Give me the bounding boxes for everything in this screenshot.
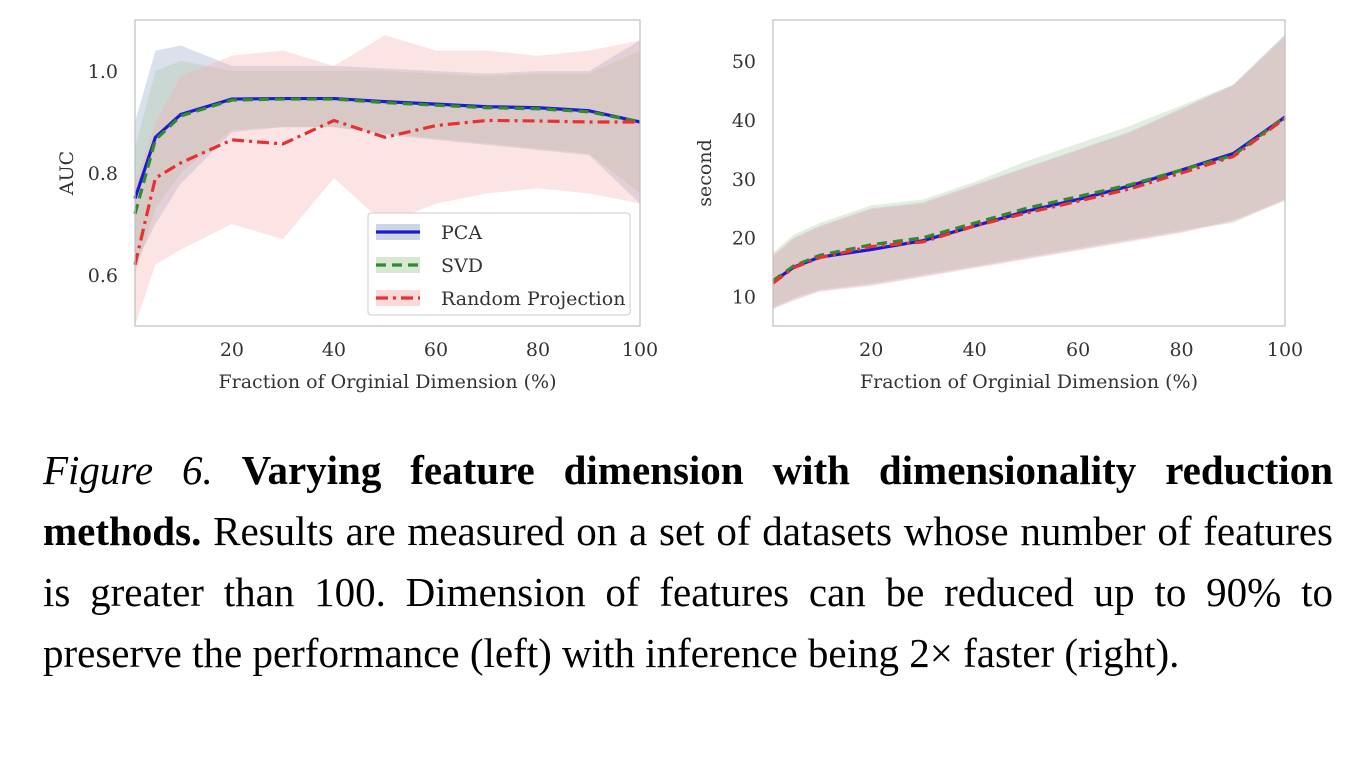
auc-chart: 20 40 60 80 100 0.6 0.8 1.0 Fraction of Orginial…	[56, 19, 658, 393]
y-tick-label-1: 40	[732, 110, 756, 132]
x-tick-label-1: 80	[1169, 339, 1193, 361]
x-axis-label-1: Fraction of Orginial Dimension (%)	[860, 371, 1198, 393]
y-tick-label-1: 30	[732, 169, 756, 191]
plot-frame-0	[134, 19, 641, 327]
figure-caption: Figure 6. Varying feature dimension with…	[43, 440, 1333, 684]
caption-label: Figure 6.	[43, 447, 213, 493]
band-1-2	[773, 37, 1285, 310]
x-tick-label-1: 40	[963, 339, 987, 361]
band-0-0	[135, 40, 640, 265]
x-tick-label-0: 40	[322, 339, 346, 361]
caption-body: Results are measured on a set of dataset…	[43, 508, 1334, 676]
plot-frame-1	[772, 19, 1286, 327]
y-axis-label-1: second	[694, 139, 716, 206]
y-axis-label-0: AUC	[56, 151, 78, 196]
x-tick-label-0: 20	[220, 339, 244, 361]
legend: PCA SVD Random Projection	[367, 212, 631, 316]
series-line-1-1	[772, 115, 1286, 282]
x-tick-label-0: 60	[424, 339, 448, 361]
y-tick-label-1: 10	[732, 287, 756, 309]
x-tick-label-1: 100	[1267, 339, 1303, 361]
y-tick-label-0: 0.8	[88, 163, 118, 185]
series-line-0-1	[133, 97, 641, 215]
y-tick-label-1: 50	[732, 51, 756, 73]
x-tick-label-0: 100	[622, 339, 658, 361]
x-axis-label-0: Fraction of Orginial Dimension (%)	[218, 371, 556, 393]
x-tick-label-0: 80	[526, 339, 550, 361]
caption-title: Varying feature dimension with dimension…	[43, 447, 1333, 554]
legend-label: Random Projection	[441, 288, 625, 310]
legend-box	[367, 212, 631, 316]
y-tick-label-0: 1.0	[88, 61, 118, 83]
series-line-1-2	[772, 116, 1286, 285]
series-line-0-2	[133, 118, 640, 266]
band-1-1	[773, 34, 1285, 308]
y-tick-label-1: 20	[732, 228, 756, 250]
legend-swatch-band	[376, 290, 420, 306]
time-chart: 20 40 60 80 100 10 20 30 40 50 Fraction of Orginia…	[694, 19, 1303, 393]
legend-label: SVD	[441, 255, 483, 277]
x-tick-label-1: 20	[859, 339, 883, 361]
legend-label: PCA	[441, 222, 482, 244]
x-tick-label-1: 60	[1066, 339, 1090, 361]
y-tick-label-0: 0.6	[88, 265, 118, 287]
